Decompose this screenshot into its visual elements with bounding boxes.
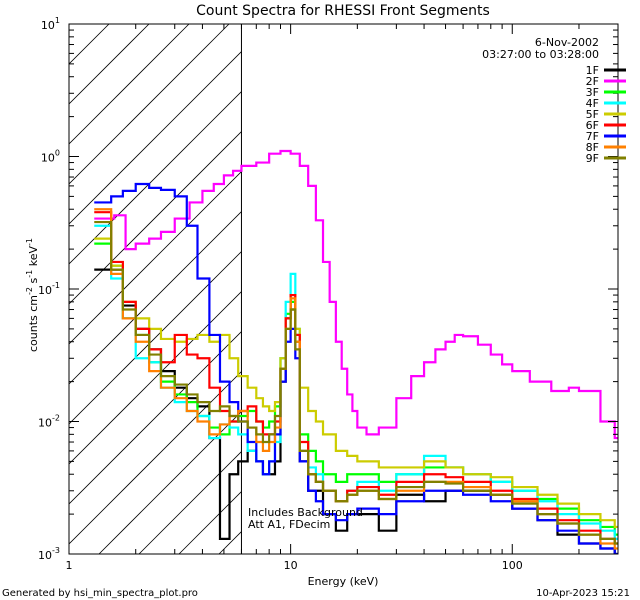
legend-label-9f: 9F xyxy=(586,152,599,165)
hatch-line xyxy=(69,171,242,345)
y-tick-label: 10-1 xyxy=(38,281,60,297)
y-axis-label-unit: keV xyxy=(27,246,40,270)
hatch-line xyxy=(69,24,110,65)
hatch-line xyxy=(218,531,242,554)
hatch-line xyxy=(69,91,242,265)
legend-label-4f: 4F xyxy=(586,97,599,110)
hatch-line xyxy=(69,24,190,145)
y-axis-label-mid: s xyxy=(27,277,40,286)
hatch-line xyxy=(69,291,242,465)
x-tick-label: 10 xyxy=(284,559,298,572)
annotation-background: Includes Background xyxy=(248,506,363,519)
legend-label-5f: 5F xyxy=(586,108,599,121)
y-axis-label: counts cm-2 s-1 keV-1 xyxy=(25,238,40,352)
series-group xyxy=(94,149,618,554)
legend-label-2f: 2F xyxy=(586,75,599,88)
axis-ticks: 1 10 100 10-3 10-2 10-1 100 101 xyxy=(38,16,619,572)
hatch-line xyxy=(69,331,242,505)
y-tick-label: 100 xyxy=(41,149,60,165)
date-label: 6-Nov-2002 xyxy=(535,36,599,49)
legend-label-3f: 3F xyxy=(586,86,599,99)
legend-label-1f: 1F xyxy=(586,64,599,77)
series-2f xyxy=(94,149,618,440)
hatch-line xyxy=(69,131,242,305)
y-tick-label: 101 xyxy=(41,16,60,32)
hatch-line xyxy=(69,51,242,225)
hatch-line xyxy=(69,371,242,545)
hatch-line xyxy=(178,491,242,554)
hatch-line xyxy=(138,451,242,554)
series-9f xyxy=(94,220,618,545)
y-axis-label-exp2: -1 xyxy=(25,270,34,278)
legend-label-6f: 6F xyxy=(586,119,599,132)
series-8f xyxy=(94,208,618,550)
y-axis-label-main: counts cm xyxy=(27,295,40,352)
legend-label-8f: 8F xyxy=(586,141,599,154)
y-axis-label-exp1: -2 xyxy=(25,287,34,295)
plot-frame xyxy=(68,23,619,555)
x-axis-label: Energy (keV) xyxy=(308,575,379,588)
hatch-line xyxy=(69,251,242,425)
time-range-label: 03:27:00 to 03:28:00 xyxy=(482,48,599,61)
footer-generator: Generated by hsi_min_spectra_plot.pro xyxy=(2,588,198,599)
hatch-line xyxy=(69,211,242,385)
y-axis-label-exp3: -1 xyxy=(25,238,34,246)
hatch-line xyxy=(69,24,150,105)
y-tick-label: 10-2 xyxy=(38,414,60,430)
hatched-region xyxy=(69,24,242,554)
footer-timestamp: 10-Apr-2023 15:21 xyxy=(536,588,630,599)
chart-title: Count Spectra for RHESSI Front Segments xyxy=(196,3,490,19)
x-tick-label: 1 xyxy=(66,559,73,572)
y-tick-label: 10-3 xyxy=(38,546,60,562)
annotation-attenuator: Att A1, FDecim xyxy=(248,518,330,531)
hatch-line xyxy=(69,24,230,185)
legend-label-7f: 7F xyxy=(586,130,599,143)
x-tick-label: 100 xyxy=(502,559,523,572)
